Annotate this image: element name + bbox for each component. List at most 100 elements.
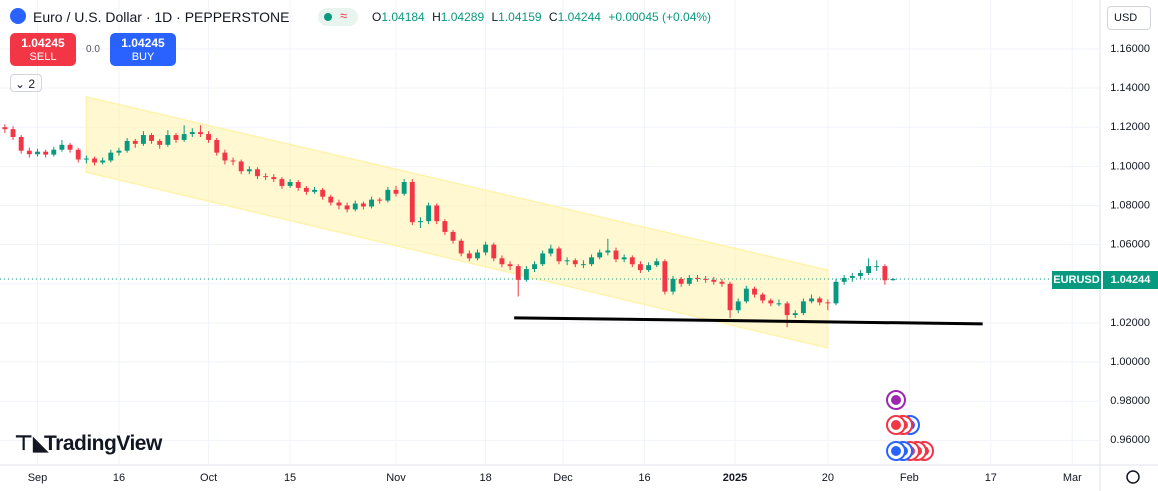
price-axis-bg [1100,0,1158,491]
y-tick-label: 0.96000 [1110,434,1150,446]
candle-body [173,135,179,140]
candle-body [817,298,823,303]
spread: 0.0 [86,44,100,55]
change: +0.00045 (+0.04%) [608,10,712,24]
candle-body [695,277,700,279]
candle-body [377,199,383,201]
candle-body [841,277,847,282]
candle-body [43,151,49,155]
candle-body [26,150,32,155]
market-status[interactable]: ≈ [318,8,358,26]
candle-body [360,203,366,207]
candle-body [833,281,839,304]
candle-body [743,288,749,302]
x-tick-label: Mar [1063,472,1082,484]
candle-body [540,253,546,265]
candle-body [344,205,350,210]
candle-body [295,182,301,188]
currency-button[interactable]: USD [1107,6,1151,30]
candle-body [442,221,448,232]
buy-label: BUY [131,51,155,63]
symbol-icon [10,8,26,24]
x-tick-label: Feb [900,472,919,484]
candle-body [572,260,578,265]
candle-body [515,266,521,280]
candle-body [483,244,489,253]
indicators-toggle[interactable]: ⌄ 2 [10,74,42,92]
event-icon-dot [891,420,901,430]
candle-body [385,189,391,201]
candle-body [157,140,163,145]
candle-body [466,253,472,259]
candle-body [825,302,831,304]
candle-body [59,144,65,150]
candle-body [401,182,407,194]
symbol-tag: EURUSD [1052,271,1101,289]
candle-body [556,248,562,262]
candle-body [621,257,627,260]
y-tick-label: 1.08000 [1110,199,1150,211]
candle-body [336,202,342,206]
x-tick-label: 20 [822,472,834,484]
x-tick-label: 2025 [723,472,747,484]
candle-body [458,240,464,254]
y-tick-label: 1.16000 [1110,43,1150,55]
x-tick-label: Sep [28,472,48,484]
logo-text: TradingView [44,432,162,455]
candle-body [727,283,733,311]
candle-body [646,265,652,271]
candle-body [92,158,97,163]
candle-body [475,252,480,259]
candle-body [352,203,358,210]
candle-body [222,152,228,161]
x-tick-label: Dec [553,472,573,484]
x-tick-label: 17 [985,472,997,484]
x-tick-label: Oct [200,472,217,484]
candle-body [858,273,863,276]
candle-body [108,152,114,161]
buy-price: 1.04245 [121,36,165,50]
candle-body [849,275,855,278]
ohlc-label: H [432,10,441,24]
candle-body [165,135,171,145]
candle-body [670,278,676,292]
candle-body [67,144,73,150]
event-icon-dot [891,395,901,405]
candle-body [312,189,317,192]
candle-body [776,303,782,305]
candle-body [792,313,798,316]
candle-body [328,196,334,203]
y-tick-label: 1.02000 [1110,317,1150,329]
candle-body [491,244,497,259]
candle-body [882,266,888,281]
candle-body [255,169,260,177]
candle-body [214,139,220,153]
x-tick-label: 16 [638,472,650,484]
candle-body [613,250,619,260]
settings-icon [1126,470,1140,484]
candle-body [605,250,611,253]
candle-body [523,269,529,280]
candle-body [271,177,277,180]
candle-body [866,266,872,274]
event-icon-dot [891,446,901,456]
sell-button[interactable]: 1.04245 SELL [10,33,76,66]
candle-body [132,140,138,144]
candle-body [263,176,269,178]
candle-body [393,189,399,194]
candle-body [83,158,89,160]
candle-body [711,279,717,282]
candle-body [10,129,16,137]
candle-body [874,266,880,268]
candle-body [434,205,440,222]
candle-body [246,169,252,172]
candle-body [320,189,326,197]
symbol-title[interactable]: Euro / U.S. Dollar · 1D · PEPPERSTONE [33,9,290,25]
buy-button[interactable]: 1.04245 BUY [110,33,176,66]
candle-body [426,205,432,222]
candle-body [499,258,505,265]
candle-body [75,149,81,160]
candle-body [303,187,309,192]
candle-body [287,182,293,186]
candle-body [418,221,423,223]
